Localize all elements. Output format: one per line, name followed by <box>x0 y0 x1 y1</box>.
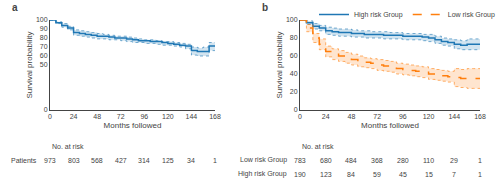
svg-text:803: 803 <box>68 157 80 164</box>
svg-text:24: 24 <box>322 113 330 120</box>
svg-text:72: 72 <box>117 113 125 120</box>
svg-text:a: a <box>12 2 18 13</box>
svg-text:368: 368 <box>371 157 383 164</box>
svg-text:b: b <box>262 2 268 13</box>
svg-text:60: 60 <box>290 52 298 59</box>
svg-text:No. at risk: No. at risk <box>302 143 334 150</box>
svg-text:314: 314 <box>138 157 150 164</box>
svg-text:50: 50 <box>40 61 48 68</box>
svg-text:20: 20 <box>290 88 298 95</box>
svg-text:680: 680 <box>320 157 332 164</box>
svg-text:144: 144 <box>448 113 460 120</box>
svg-text:110: 110 <box>423 157 434 164</box>
svg-text:96: 96 <box>140 113 148 120</box>
svg-text:0: 0 <box>44 106 48 113</box>
svg-text:84: 84 <box>347 171 355 178</box>
svg-text:120: 120 <box>162 113 174 120</box>
svg-text:280: 280 <box>397 157 409 164</box>
svg-text:Survival probability: Survival probability <box>275 31 284 98</box>
svg-text:90: 90 <box>40 25 48 32</box>
svg-text:144: 144 <box>186 113 198 120</box>
svg-text:123: 123 <box>320 171 332 178</box>
svg-text:Patients: Patients <box>11 157 37 164</box>
svg-text:96: 96 <box>399 113 407 120</box>
svg-text:1: 1 <box>478 171 482 178</box>
svg-text:High risk Group: High risk Group <box>354 11 403 19</box>
svg-text:168: 168 <box>209 113 221 120</box>
svg-text:427: 427 <box>115 157 127 164</box>
svg-text:Survival probability: Survival probability <box>25 31 34 98</box>
svg-text:High risk Group: High risk Group <box>238 170 287 178</box>
svg-text:0: 0 <box>294 106 298 113</box>
svg-text:15: 15 <box>425 171 433 178</box>
svg-text:973: 973 <box>44 157 56 164</box>
svg-text:48: 48 <box>93 113 101 120</box>
svg-text:Months followed: Months followed <box>104 121 162 130</box>
svg-text:60: 60 <box>40 52 48 59</box>
svg-text:80: 80 <box>290 34 298 41</box>
svg-text:120: 120 <box>423 113 435 120</box>
svg-text:783: 783 <box>294 157 306 164</box>
svg-text:168: 168 <box>474 113 486 120</box>
svg-text:100: 100 <box>36 16 48 23</box>
svg-text:24: 24 <box>70 113 78 120</box>
svg-text:72: 72 <box>373 113 381 120</box>
svg-text:59: 59 <box>373 171 381 178</box>
svg-text:484: 484 <box>345 157 357 164</box>
svg-text:70: 70 <box>40 43 48 50</box>
svg-text:7: 7 <box>452 171 456 178</box>
svg-text:125: 125 <box>162 157 174 164</box>
svg-text:190: 190 <box>294 171 306 178</box>
svg-text:0: 0 <box>298 113 302 120</box>
svg-text:0: 0 <box>48 113 52 120</box>
svg-text:Low risk Group: Low risk Group <box>240 156 287 164</box>
svg-text:100: 100 <box>286 16 298 23</box>
svg-text:29: 29 <box>450 157 458 164</box>
svg-text:34: 34 <box>187 157 195 164</box>
svg-text:45: 45 <box>399 171 407 178</box>
svg-text:568: 568 <box>91 157 103 164</box>
svg-text:No. at risk: No. at risk <box>52 143 84 150</box>
svg-text:Months followed: Months followed <box>361 121 419 130</box>
svg-text:80: 80 <box>40 34 48 41</box>
svg-text:40: 40 <box>290 70 298 77</box>
svg-text:1: 1 <box>478 157 482 164</box>
svg-text:Low risk Group: Low risk Group <box>448 11 495 19</box>
svg-text:48: 48 <box>348 113 356 120</box>
svg-text:1: 1 <box>213 157 217 164</box>
